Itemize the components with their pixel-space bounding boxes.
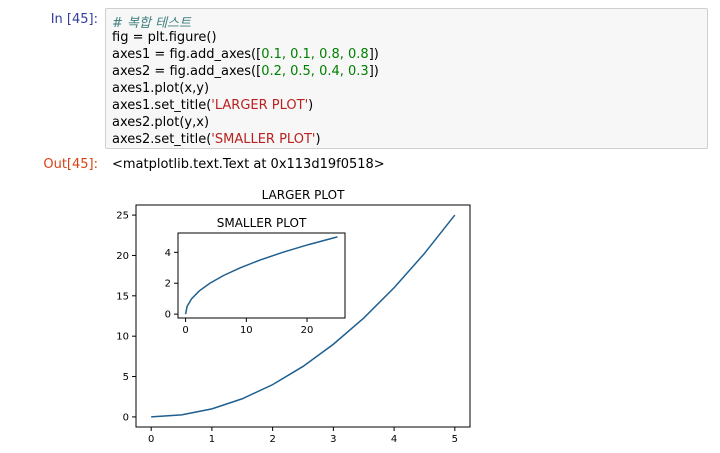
larger-plot-ytick-label: 10 <box>116 332 129 343</box>
larger-plot-xtick-label: 1 <box>209 434 215 445</box>
smaller-plot-ytick-label: 2 <box>165 279 171 290</box>
smaller-plot-series-line <box>184 236 338 315</box>
code-line-1: # 복합 테스트 <box>112 12 191 31</box>
code-line-2: fig = plt.figure() <box>112 30 217 45</box>
smaller-plot-axes: SMALLER PLOT 0 10 20 0 2 4 <box>165 216 346 336</box>
larger-plot-xtick-label: 4 <box>391 434 397 445</box>
code-editor[interactable]: # 복합 테스트 fig = plt.figure() axes1 = fig.… <box>105 8 708 149</box>
larger-plot-frame <box>135 204 471 428</box>
code-line-6: axes1.set_title('LARGER PLOT') <box>112 98 314 113</box>
code-line-8: axes2.set_title('SMALLER PLOT') <box>112 132 321 147</box>
larger-plot-xtick-label: 3 <box>330 434 336 445</box>
larger-plot-ytick-label: 5 <box>123 372 129 383</box>
larger-plot-ytick-label: 0 <box>123 412 129 423</box>
larger-plot-ytick-label: 25 <box>116 211 129 222</box>
larger-plot-xtick-label: 2 <box>269 434 275 445</box>
smaller-plot-xtick-label: 10 <box>240 325 253 336</box>
larger-plot-xtick-label: 0 <box>148 434 154 445</box>
larger-plot-ytick-label: 20 <box>116 251 129 262</box>
code-line-5: axes1.plot(x,y) <box>112 81 210 96</box>
code-line-4: axes2 = fig.add_axes([0.2, 0.5, 0.4, 0.3… <box>112 64 379 79</box>
code-comment: # 복합 테스트 <box>112 16 191 31</box>
larger-plot-series-line <box>151 214 456 418</box>
smaller-plot-title: SMALLER PLOT <box>217 216 307 230</box>
smaller-plot-xtick-label: 20 <box>301 325 314 336</box>
smaller-plot-frame <box>177 232 346 319</box>
code-line-3: axes1 = fig.add_axes([0.1, 0.1, 0.8, 0.8… <box>112 47 379 62</box>
input-prompt: In [45]: <box>50 12 98 27</box>
smaller-plot-ytick-label: 0 <box>165 310 171 321</box>
larger-plot-ytick-label: 15 <box>116 291 129 302</box>
larger-plot-title: LARGER PLOT <box>262 188 345 202</box>
smaller-plot-xtick-label: 0 <box>182 325 188 336</box>
output-prompt: Out[45]: <box>43 157 98 172</box>
output-text: <matplotlib.text.Text at 0x113d19f0518> <box>112 157 385 172</box>
smaller-plot-background <box>178 233 345 318</box>
smaller-plot-ytick-label: 4 <box>165 248 171 259</box>
code-line-7: axes2.plot(y,x) <box>112 115 210 130</box>
larger-plot-xtick-label: 5 <box>452 434 458 445</box>
